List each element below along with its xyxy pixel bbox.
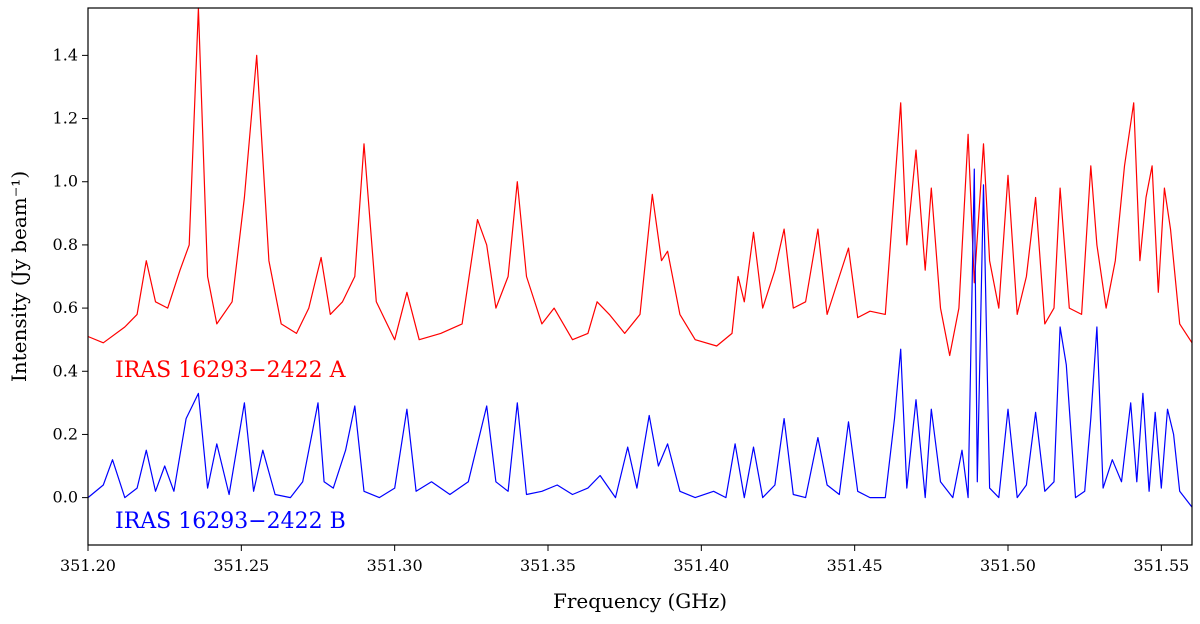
x-tick-label: 351.25	[213, 556, 269, 575]
series-line-b	[87, 168, 1193, 508]
y-tick-label: 0.2	[53, 424, 78, 443]
series-label-b: IRAS 16293−2422 B	[115, 509, 346, 534]
x-tick-label: 351.20	[60, 556, 116, 575]
series-line-a	[87, 7, 1193, 357]
y-tick-label: 0.0	[53, 488, 78, 507]
y-axis-title: Intensity (Jy beam⁻¹)	[7, 171, 31, 382]
x-tick-label: 351.30	[367, 556, 423, 575]
y-tick-label: 1.2	[53, 109, 78, 128]
ticks-layer: 351.20 351.25 351.30 351.35 351.40 351.45 351.…	[53, 45, 1190, 575]
y-tick-label: 0.4	[53, 361, 78, 380]
x-tick-label: 351.50	[980, 556, 1036, 575]
y-tick-label: 1.0	[53, 172, 78, 191]
y-tick-label: 1.4	[53, 45, 78, 64]
y-tick-label: 0.8	[53, 235, 78, 254]
series-labels: IRAS 16293−2422 A IRAS 16293−2422 B	[115, 358, 347, 534]
x-axis-title: Frequency (GHz)	[553, 589, 727, 613]
plot-frame	[87, 7, 1193, 546]
x-tick-label: 351.55	[1133, 556, 1189, 575]
x-tick-label: 351.35	[520, 556, 576, 575]
series-label-a: IRAS 16293−2422 A	[115, 358, 347, 383]
series-layer	[87, 7, 1193, 508]
x-tick-label: 351.45	[827, 556, 883, 575]
x-tick-label: 351.40	[673, 556, 729, 575]
y-tick-label: 0.6	[53, 298, 78, 317]
